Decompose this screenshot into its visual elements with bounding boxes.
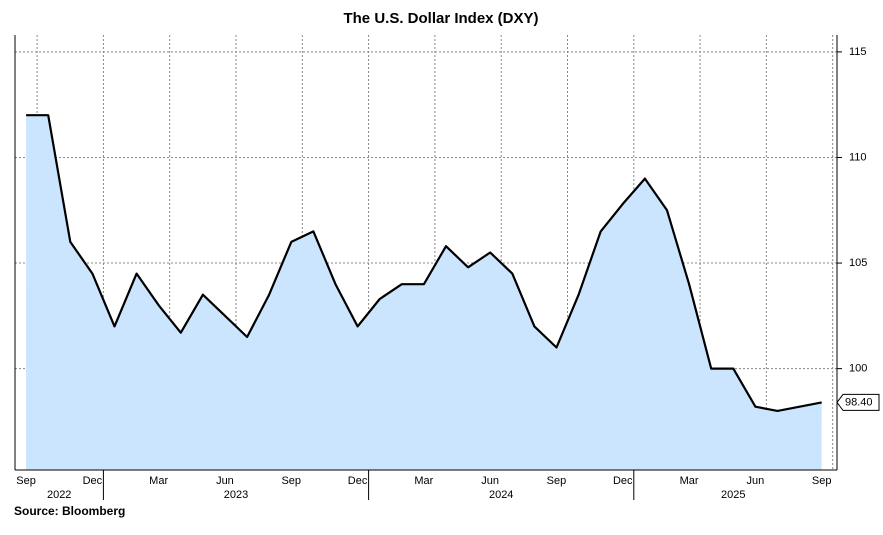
area <box>26 115 822 470</box>
x-tick-label: Mar <box>149 475 168 487</box>
x-tick-label: Dec <box>613 475 633 487</box>
year-label: 2023 <box>224 489 248 501</box>
x-tick-label: Dec <box>348 475 368 487</box>
y-tick-label: 105 <box>849 257 867 269</box>
x-tick-label: Sep <box>281 475 301 487</box>
last-value-box <box>836 393 880 411</box>
x-tick-label: Jun <box>746 475 764 487</box>
x-tick-label: Sep <box>16 475 36 487</box>
y-tick-label: 115 <box>849 46 867 58</box>
x-tick-label: Mar <box>680 475 699 487</box>
year-label: 2024 <box>489 489 513 501</box>
x-tick-label: Sep <box>812 475 832 487</box>
year-label: 2025 <box>721 489 745 501</box>
y-tick-label: 100 <box>849 363 867 375</box>
last-value-label: 98.40 <box>845 396 873 408</box>
x-tick-label: Jun <box>216 475 234 487</box>
source: Source: Bloomberg <box>14 504 125 518</box>
chart-title: The U.S. Dollar Index (DXY) <box>343 10 538 27</box>
y-tick-label: 110 <box>849 151 867 163</box>
line <box>26 114 822 412</box>
year-label: 2022 <box>47 489 71 501</box>
x-tick-label: Sep <box>547 475 567 487</box>
x-tick-label: Dec <box>83 475 103 487</box>
x-tick-label: Mar <box>414 475 433 487</box>
x-tick-label: Jun <box>481 475 499 487</box>
